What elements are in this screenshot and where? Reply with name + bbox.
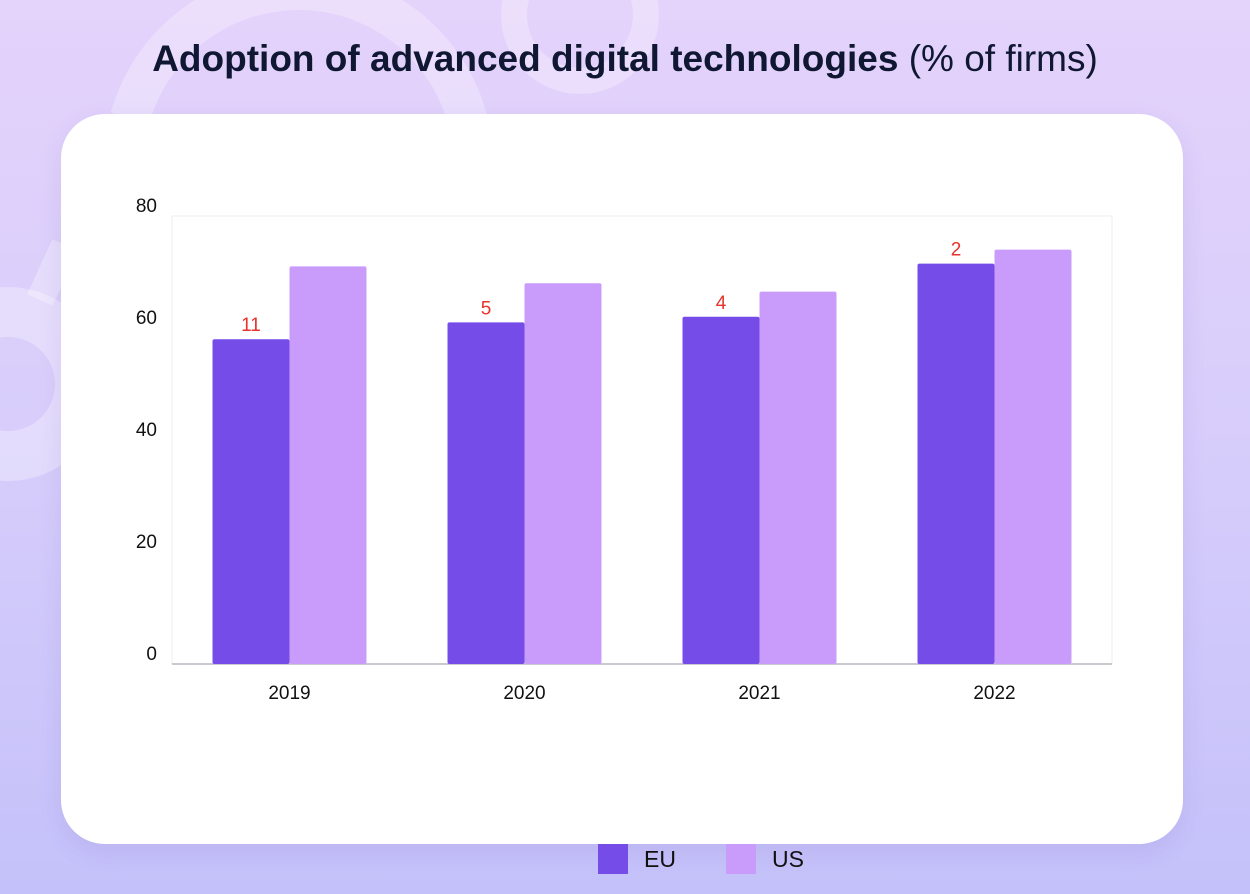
x-tick-label: 2020	[503, 683, 545, 704]
bar-us-2022	[994, 249, 1072, 664]
y-tick-label: 40	[136, 420, 157, 441]
bar-us-2019	[289, 266, 367, 664]
x-tick-label: 2019	[268, 683, 310, 704]
chart-card: 0 20 40 60 80 2019 11 2020 5 2021 4 2022 2 EU US	[61, 114, 1183, 874]
chart-legend: EU US	[598, 843, 804, 875]
y-tick-label: 0	[146, 644, 157, 665]
legend-swatch-us	[725, 844, 756, 874]
y-tick-label: 80	[136, 196, 157, 217]
bar-eu-2019	[212, 339, 290, 664]
bar-chart: 0 20 40 60 80 2019 11 2020 5 2021 4 2022 2	[136, 196, 1113, 704]
y-tick-label: 20	[136, 532, 157, 553]
title-unit: (% of firms)	[908, 38, 1098, 79]
bar-eu-2022	[917, 263, 995, 664]
gap-annotation: 11	[241, 315, 261, 336]
title-main: Adoption of advanced digital technologie…	[152, 38, 899, 79]
bar-eu-2021	[682, 316, 760, 664]
bar-us-2021	[759, 291, 837, 664]
bar-us-2020	[524, 283, 602, 664]
y-tick-label: 60	[136, 308, 157, 329]
gap-annotation: 4	[716, 293, 727, 314]
legend-label-us: US	[771, 845, 804, 872]
gap-annotation: 5	[481, 298, 492, 319]
x-tick-label: 2022	[973, 683, 1015, 704]
bar-eu-2020	[447, 322, 525, 664]
page-title: Adoption of advanced digital technologie…	[0, 38, 1250, 80]
legend-item-us: US	[725, 844, 804, 874]
legend-label-eu: EU	[644, 845, 676, 872]
gap-annotation: 2	[951, 240, 962, 261]
legend-item-eu: EU	[598, 844, 676, 874]
legend-swatch-eu	[598, 844, 628, 874]
x-tick-label: 2021	[738, 683, 780, 704]
